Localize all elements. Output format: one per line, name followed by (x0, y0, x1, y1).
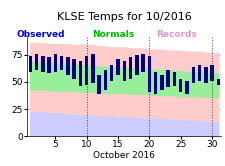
Bar (191, 67, 194, 83)
Bar (203, 67, 207, 83)
Bar (128, 57, 132, 79)
Bar (110, 65, 113, 81)
Bar (28, 56, 32, 72)
Bar (153, 72, 157, 94)
Bar (41, 56, 44, 72)
Bar (116, 59, 119, 76)
Bar (97, 76, 101, 94)
Bar (178, 79, 182, 92)
Bar (141, 54, 144, 72)
Bar (166, 70, 169, 87)
Bar (209, 65, 213, 81)
Bar (53, 54, 57, 72)
Bar (47, 57, 51, 73)
Bar (78, 61, 82, 86)
Bar (85, 56, 88, 85)
Text: Normals: Normals (92, 30, 133, 39)
Bar (103, 70, 107, 90)
Bar (35, 54, 38, 70)
Text: Observed: Observed (16, 30, 65, 39)
Bar (60, 56, 63, 70)
Bar (147, 56, 151, 92)
Bar (172, 72, 176, 86)
Bar (66, 57, 69, 76)
Bar (160, 76, 163, 90)
Bar (216, 79, 219, 85)
Bar (197, 65, 200, 81)
Bar (135, 55, 138, 76)
Bar (72, 59, 76, 79)
X-axis label: October 2016: October 2016 (93, 151, 155, 160)
Bar (184, 81, 188, 94)
Bar (122, 61, 126, 81)
Text: Records: Records (155, 30, 196, 39)
Text: KLSE Temps for 10/2016: KLSE Temps for 10/2016 (57, 12, 191, 22)
Bar (91, 54, 94, 83)
